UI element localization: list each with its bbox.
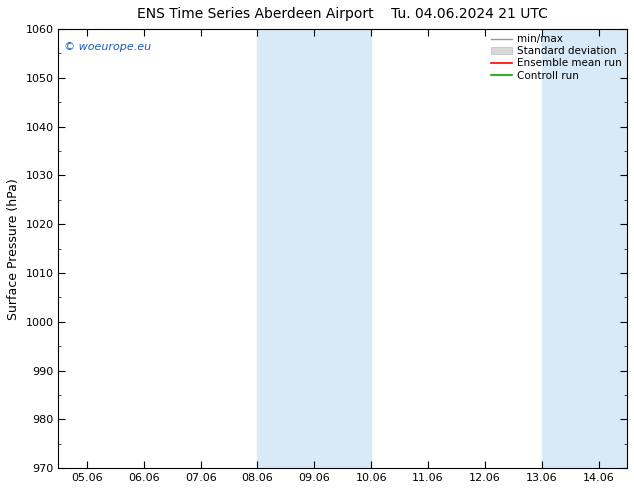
Title: ENS Time Series Aberdeen Airport    Tu. 04.06.2024 21 UTC: ENS Time Series Aberdeen Airport Tu. 04.…	[138, 7, 548, 21]
Bar	[542, 29, 627, 468]
Bar	[257, 29, 371, 468]
Text: © woeurope.eu: © woeurope.eu	[64, 42, 152, 52]
Y-axis label: Surface Pressure (hPa): Surface Pressure (hPa)	[7, 178, 20, 319]
Legend: min/max, Standard deviation, Ensemble mean run, Controll run: min/max, Standard deviation, Ensemble me…	[491, 34, 622, 80]
